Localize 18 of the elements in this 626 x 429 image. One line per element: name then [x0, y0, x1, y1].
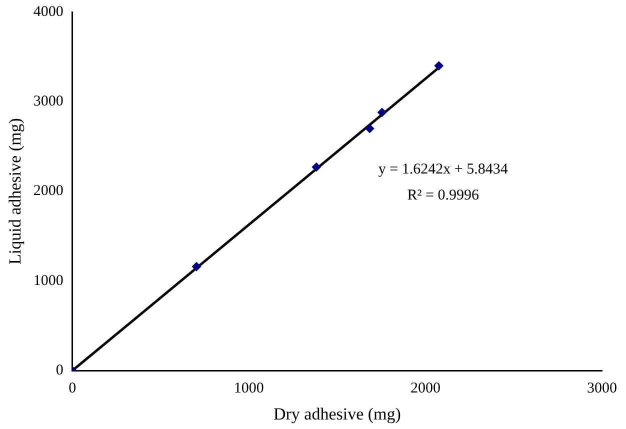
y-axis-title: Liquid adhesive (mg)	[6, 118, 25, 264]
point	[365, 124, 374, 134]
x-tick-label: 2000	[410, 380, 440, 397]
point	[378, 108, 387, 117]
x-tick-label: 3000	[587, 380, 617, 397]
y-tick-label: 4000	[33, 4, 64, 20]
annotation: y = 1.6242x + 5.8434	[378, 162, 508, 178]
y-tick-label: 0	[56, 362, 64, 379]
y-tick-label: 3000	[33, 94, 64, 110]
y-tick-label: 1000	[33, 272, 64, 289]
annotation: R² = 0.9996	[407, 188, 480, 204]
x-axis-title: Dry adhesive (mg)	[273, 404, 401, 424]
point	[192, 262, 202, 272]
x-tick-label: 0	[68, 380, 76, 397]
x-tick-label: 1000	[234, 380, 264, 397]
y-tick-label: 2000	[33, 183, 64, 200]
point	[434, 61, 444, 70]
point	[312, 162, 321, 172]
